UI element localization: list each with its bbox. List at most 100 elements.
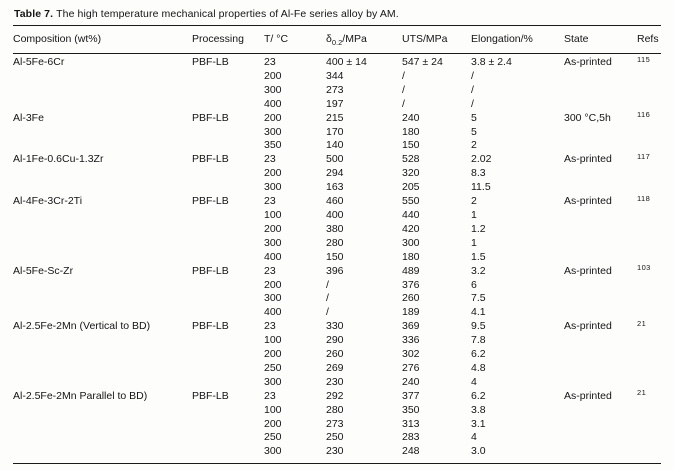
cell-uts: 313 (402, 417, 420, 430)
cell-elongation: 7.8 (471, 334, 486, 347)
cell-uts: 547 ± 24 (402, 56, 443, 68)
cell-composition (13, 126, 192, 140)
cell-elongation: 7.5 (471, 292, 486, 305)
cell-ref (637, 418, 661, 432)
ref-number: 115 (637, 54, 651, 64)
cell-uts: 376 (402, 278, 420, 291)
cell-temperature: 200 (264, 278, 282, 291)
cell-temperature: 250 (264, 431, 282, 444)
cell-elongation: 6 (471, 278, 477, 291)
cell-yield-strength: 163 (326, 181, 344, 194)
cell-composition (13, 181, 192, 195)
cell-temperature: 23 (264, 56, 276, 68)
table-row: Al-2.5Fe-2Mn (Vertical to BD) PBF-LB 23 330… (13, 318, 661, 334)
cell-temperature: 400 (264, 306, 282, 319)
table-row: Al-2.5Fe-2Mn Parallel to BD) PBF-LB 23 292 3… (13, 388, 661, 404)
cell-ref (637, 237, 661, 251)
ref-number: 21 (637, 388, 647, 398)
cell-composition (13, 70, 192, 84)
cell-yield-strength: / (326, 278, 329, 291)
cell-state (564, 84, 637, 98)
cell-composition (13, 223, 192, 237)
cell-yield-strength: 344 (326, 69, 344, 82)
cell-temperature: 300 (264, 181, 282, 194)
cell-composition (13, 418, 192, 432)
cell-temperature: 250 (264, 361, 282, 374)
cell-processing (192, 306, 264, 320)
cell-processing: PBF-LB (192, 111, 229, 124)
ref-number: 21 (637, 318, 647, 328)
cell-processing (192, 279, 264, 293)
table-row: 100 290 336 7.8 (13, 334, 661, 348)
cell-temperature: 100 (264, 208, 282, 221)
ref-number: 103 (637, 263, 651, 273)
cell-composition (13, 98, 192, 112)
cell-uts: 336 (402, 334, 420, 347)
table-row: 300 163 205 11.5 (13, 181, 661, 195)
cell-ref (637, 431, 661, 445)
cell-ref: 21 (637, 388, 661, 404)
cell-processing: PBF-LB (192, 264, 229, 277)
cell-temperature: 200 (264, 417, 282, 430)
table-row: 350 140 150 2 (13, 139, 661, 153)
cell-yield-strength: 197 (326, 97, 344, 110)
cell-processing (192, 431, 264, 445)
col-header-temperature: T/ °C (264, 25, 326, 54)
cell-ref: 103 (637, 263, 661, 279)
cell-ref: 116 (637, 110, 661, 126)
cell-processing (192, 139, 264, 153)
cell-ref (637, 348, 661, 362)
cell-yield-strength: 215 (326, 111, 344, 124)
cell-uts: 248 (402, 445, 420, 458)
cell-state (564, 418, 637, 432)
cell-elongation: 5 (471, 125, 477, 138)
cell-state: As-printed (564, 153, 612, 166)
cell-elongation: 3.1 (471, 417, 486, 430)
yield-unit: /MPa (342, 33, 367, 45)
cell-yield-strength: 292 (326, 389, 344, 402)
cell-uts: / (402, 97, 405, 110)
cell-composition (13, 279, 192, 293)
cell-ref (637, 181, 661, 195)
cell-processing (192, 84, 264, 98)
cell-ref (637, 84, 661, 98)
cell-temperature: 200 (264, 348, 282, 361)
cell-state: As-printed (564, 195, 612, 208)
header-row: Composition (wt%) Processing T/ °C δ0.2/… (13, 25, 661, 54)
cell-temperature: 23 (264, 195, 276, 208)
cell-elongation: / (471, 69, 474, 82)
cell-elongation: 2 (471, 195, 477, 208)
cell-yield-strength: 400 (326, 208, 344, 221)
cell-composition (13, 445, 192, 463)
table-row: 200 / 376 6 (13, 279, 661, 293)
cell-ref: 117 (637, 152, 661, 167)
cell-uts: 420 (402, 222, 420, 235)
cell-processing (192, 334, 264, 348)
cell-elongation: / (471, 97, 474, 110)
cell-processing (192, 223, 264, 237)
col-header-state: State (564, 25, 637, 54)
cell-yield-strength: 260 (326, 348, 344, 361)
table-body: Al-5Fe-6Cr PBF-LB 23 400 ± 14 547 ± 24 3.8 ± … (13, 54, 661, 464)
cell-uts: 350 (402, 403, 420, 416)
cell-processing (192, 209, 264, 223)
cell-yield-strength: 250 (326, 431, 344, 444)
cell-state (564, 181, 637, 195)
table-row: 300 273 / / (13, 84, 661, 98)
yield-symbol: δ (326, 33, 332, 45)
cell-composition (13, 139, 192, 153)
table-number-label: Table 7. (14, 8, 54, 20)
cell-elongation: 1 (471, 208, 477, 221)
cell-ref (637, 126, 661, 140)
cell-composition (13, 251, 192, 265)
cell-state (564, 306, 637, 320)
cell-uts: 189 (402, 306, 420, 319)
cell-processing (192, 445, 264, 463)
cell-yield-strength: 396 (326, 264, 344, 277)
col-header-refs: Refs (637, 25, 661, 54)
cell-uts: 240 (402, 111, 420, 124)
cell-temperature: 300 (264, 236, 282, 249)
cell-elongation: 1.5 (471, 250, 486, 263)
cell-composition (13, 431, 192, 445)
col-header-uts: UTS/MPa (402, 25, 471, 54)
